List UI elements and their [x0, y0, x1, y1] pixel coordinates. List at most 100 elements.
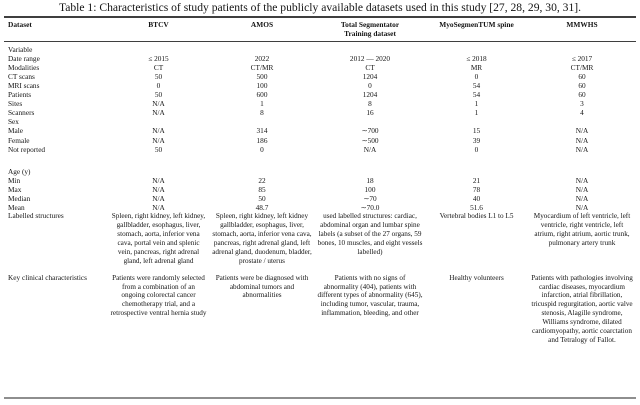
cell [315, 117, 425, 126]
cell [209, 167, 315, 176]
header-divider-rule [4, 40, 636, 42]
cell: 40 [472, 194, 481, 203]
row-label: Labelled structures [8, 211, 64, 221]
table-row: Max N/A 85 100 78 N/A [4, 185, 636, 194]
spacer-row [4, 154, 636, 167]
cell: CT/MR [570, 62, 594, 72]
column-header-amos: AMOS [250, 20, 274, 29]
cell: N/A [363, 144, 377, 154]
table-row: Key clinical characteristics Patients wer… [4, 273, 636, 345]
cell: ∼70.0 [360, 203, 380, 213]
cell: 60 [578, 90, 586, 100]
cell: 1 [260, 99, 264, 109]
cell: 1 [474, 108, 479, 118]
cell [315, 45, 425, 54]
cell: 0 [260, 144, 264, 154]
row-label: Not reported [8, 144, 46, 154]
row-label: Sites [8, 99, 23, 109]
bottom-rule [4, 397, 636, 399]
cell [108, 45, 209, 54]
cell: 60 [578, 71, 586, 81]
cell: used labelled structures: cardiac, abdom… [317, 212, 423, 256]
table-row: Male N/A 314 ∼700 15 N/A [4, 126, 636, 135]
table-row: Sex [4, 117, 636, 126]
row-label: Mean [8, 203, 25, 213]
cell: 50 [154, 90, 163, 100]
table-row: Age (y) [4, 167, 636, 176]
cell: CT [153, 62, 164, 72]
cell: 15 [472, 126, 481, 136]
cell: 186 [256, 135, 268, 145]
cell: 100 [256, 80, 268, 90]
row-label: Max [8, 184, 22, 194]
row-label: Min [8, 175, 21, 185]
row-label: Modalities [8, 62, 40, 72]
cell: 500 [256, 71, 268, 81]
row-label: Variable [8, 44, 33, 54]
cell: 21 [472, 175, 481, 185]
cell: 2022 [254, 53, 270, 63]
cell: 0 [474, 71, 479, 81]
cell: N/A [575, 135, 589, 145]
cell: 22 [258, 175, 266, 185]
cell: 314 [256, 126, 268, 136]
cell: Patients were be diagnosed with abdomina… [215, 273, 309, 300]
row-label: Female [8, 135, 30, 145]
cell: 51.6 [470, 203, 483, 213]
table-row: Median N/A 50 ∼70 40 N/A [4, 194, 636, 203]
cell: MR [470, 62, 483, 72]
cell: 2012 — 2020 [349, 53, 391, 63]
column-header-mmwhs: MMWHS [566, 20, 598, 29]
column-header-myosegmentum: MyoSegmenTUM spine [439, 20, 514, 29]
table-body: Variable Date range ≤ 2015 2022 2012 — 2020 ≤… [4, 42, 636, 345]
row-label: MRI scans [8, 80, 40, 90]
cell [425, 167, 528, 176]
column-header-dataset: Dataset [8, 20, 32, 29]
table-row: Labelled structures Spleen, right kidney,… [4, 211, 636, 265]
cell: Healthy volunteers [449, 273, 504, 282]
cell: 50 [258, 194, 266, 203]
cell: N/A [152, 135, 165, 145]
cell: 54 [472, 90, 481, 100]
cell: Vertebral bodies L1 to L5 [439, 212, 514, 221]
cell: 18 [366, 175, 374, 185]
cell [209, 45, 315, 54]
cell: 8 [368, 99, 372, 109]
cell [315, 167, 425, 176]
table-row: Scanners N/A 8 16 1 4 [4, 108, 636, 117]
table-caption: Table 1: Characteristics of study patien… [58, 1, 582, 14]
cell: N/A [575, 184, 589, 194]
cell [528, 167, 636, 176]
cell: Patients were randomly selected from a c… [110, 273, 207, 318]
cell: 4 [580, 108, 584, 118]
cell: ∼70 [363, 194, 377, 203]
table-row: Not reported 50 0 N/A 0 N/A [4, 145, 636, 154]
cell: 48.7 [255, 203, 269, 213]
table-row: Date range ≤ 2015 2022 2012 — 2020 ≤ 2018 ≤ 2… [4, 54, 636, 63]
table-header-row: Dataset BTCV AMOS Total Segmentator Trai… [4, 18, 636, 41]
cell: ≤ 2017 [571, 53, 593, 63]
cell: ∼500 [361, 135, 379, 145]
table-row: Min N/A 22 18 21 N/A [4, 176, 636, 185]
cell: ∼700 [361, 126, 379, 136]
table-row: CT scans 50 500 1204 0 60 [4, 72, 636, 81]
cell: 39 [472, 135, 481, 145]
row-label: Sex [8, 117, 19, 127]
cell: CT [365, 62, 375, 72]
cell [425, 45, 528, 54]
cell: N/A [152, 126, 165, 136]
table-row: Patients 50 600 1204 54 60 [4, 90, 636, 99]
cell: N/A [152, 203, 165, 213]
cell [108, 167, 209, 176]
row-label: Median [8, 194, 31, 203]
cell: Myocardium of left ventricle, left ventr… [533, 212, 631, 247]
cell: Patients with no signs of abnormality (4… [317, 273, 423, 318]
cell: 85 [258, 184, 266, 194]
table-row: Mean N/A 48.7 ∼70.0 51.6 N/A [4, 203, 636, 212]
row-label: Patients [8, 90, 32, 100]
row-label: Age (y) [8, 166, 31, 176]
cell [108, 117, 209, 126]
table-row: Modalities CT CT/MR CT MR CT/MR [4, 63, 636, 72]
cell [528, 117, 636, 126]
